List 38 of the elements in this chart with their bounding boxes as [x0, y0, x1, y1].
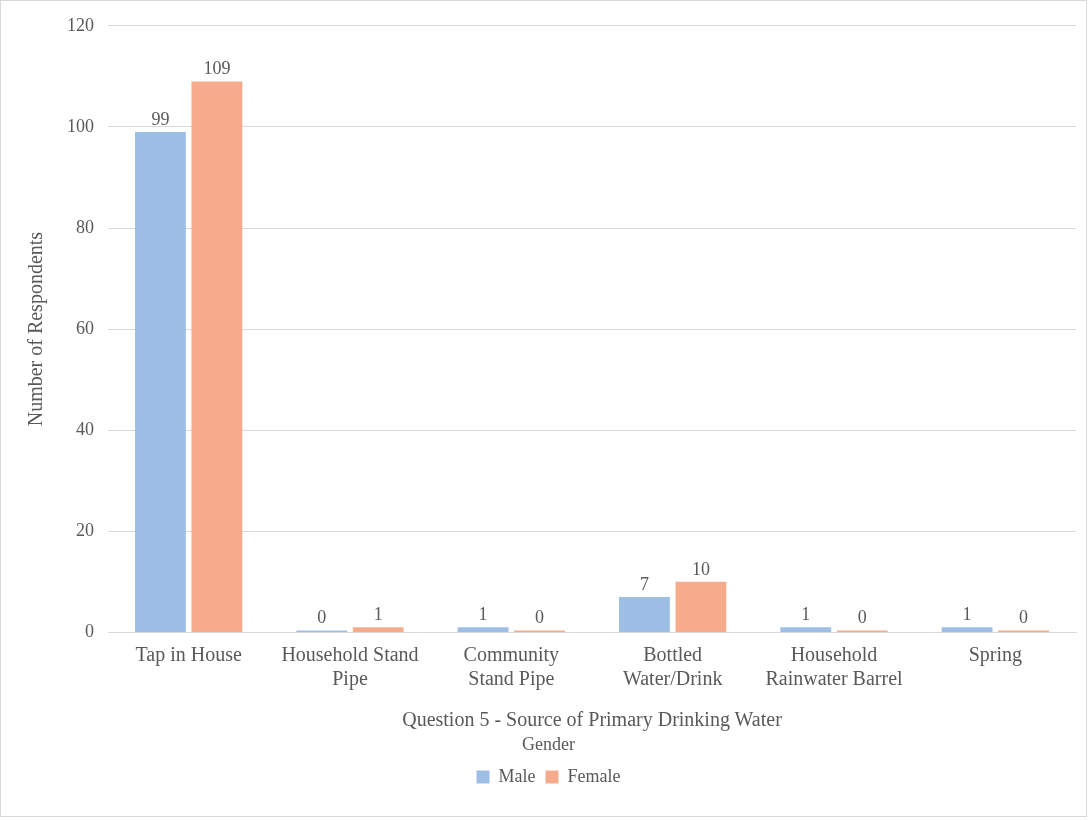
data-label: 1	[478, 604, 488, 625]
data-label: 99	[151, 108, 170, 129]
data-label: 0	[857, 607, 867, 628]
legend-title: Gender	[522, 734, 575, 755]
bar	[780, 627, 832, 632]
x-tick-label: Tap in House	[135, 642, 242, 666]
x-tick-label: Household Stand Pipe	[281, 642, 419, 690]
x-tick-label: Bottled Water/Drink	[622, 642, 723, 689]
data-label: 109	[203, 58, 231, 79]
y-tick-label: 40	[76, 418, 94, 439]
data-label: 7	[639, 573, 649, 594]
bar	[135, 131, 186, 632]
y-tick-label: 20	[76, 520, 94, 541]
y-tick-label: 0	[85, 621, 94, 642]
x-tick-label: Community Stand Pipe	[463, 642, 560, 690]
legend-label: Female	[567, 765, 621, 786]
data-label: 10	[691, 558, 710, 579]
data-label: 1	[801, 604, 811, 625]
data-label: 1	[962, 604, 972, 625]
bar	[941, 627, 993, 632]
y-tick-label: 80	[76, 216, 94, 237]
bar	[457, 627, 509, 632]
data-label: 0	[317, 607, 327, 628]
bar	[191, 81, 243, 632]
data-label: 0	[1019, 607, 1029, 628]
x-tick-label: Household Rainwater Barrel	[765, 642, 904, 689]
y-tick-label: 100	[67, 115, 94, 136]
bar	[619, 597, 670, 632]
y-tick-label: 60	[76, 317, 94, 338]
bar	[675, 581, 727, 632]
data-label: 1	[373, 604, 383, 625]
bar	[352, 627, 404, 632]
legend-label: Male	[498, 765, 536, 786]
data-label: 0	[535, 607, 545, 628]
x-tick-label: Spring	[968, 642, 1023, 666]
y-axis-title: Number of Respondents	[24, 231, 48, 427]
y-tick-label: 120	[67, 14, 94, 35]
x-axis-title: Question 5 - Source of Primary Drinking Water	[402, 707, 783, 731]
